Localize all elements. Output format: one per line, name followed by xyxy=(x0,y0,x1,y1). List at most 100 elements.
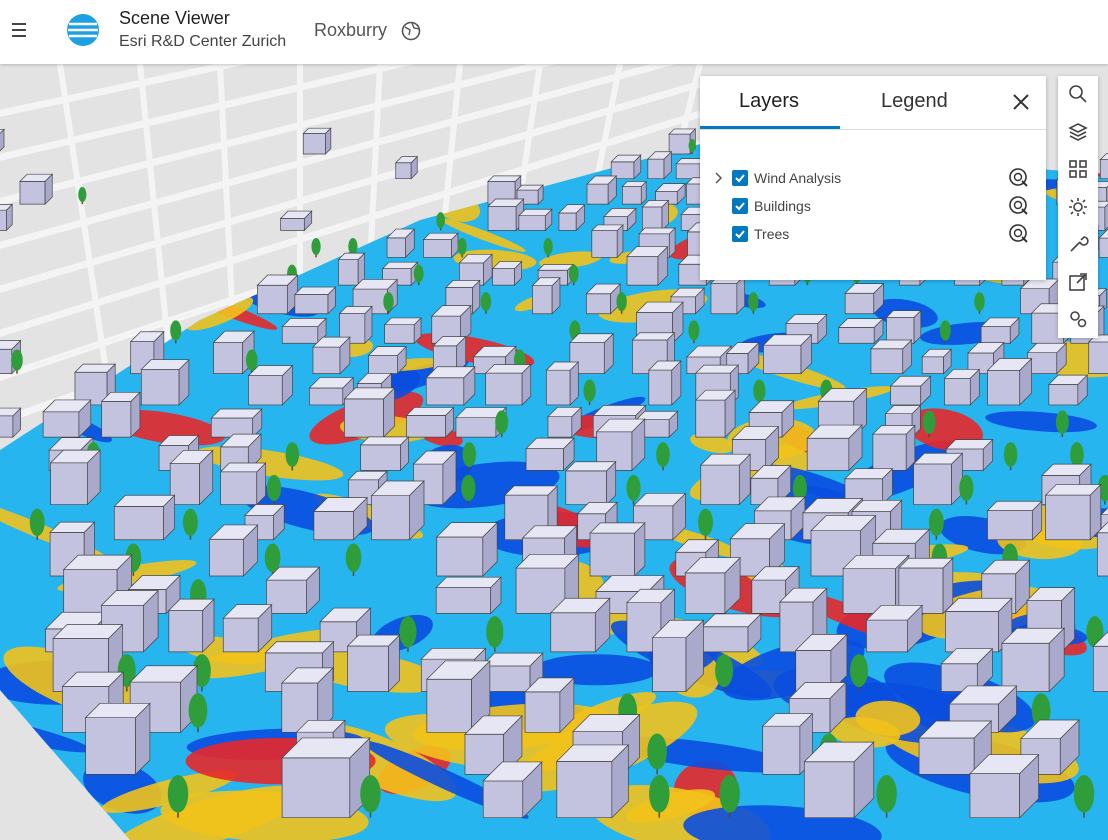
tool-button[interactable] xyxy=(1067,158,1089,180)
building-roof xyxy=(885,310,922,318)
building xyxy=(898,557,954,615)
building-front xyxy=(313,510,354,541)
building-roof xyxy=(943,368,981,379)
building-roof xyxy=(986,500,1043,511)
building-front xyxy=(987,510,1033,541)
building xyxy=(435,576,502,615)
building xyxy=(684,556,741,615)
building-roof xyxy=(62,554,133,570)
layer-checkbox[interactable] xyxy=(732,198,748,214)
layer-zoom-icon[interactable] xyxy=(1007,166,1029,188)
building-roof xyxy=(817,388,868,402)
building xyxy=(944,597,1013,653)
building-roof xyxy=(967,342,1005,354)
building xyxy=(422,232,459,259)
building xyxy=(1048,374,1089,406)
close-button[interactable] xyxy=(1011,92,1031,112)
tab-separator xyxy=(700,129,1046,130)
building-roof xyxy=(338,306,373,314)
building-roof xyxy=(1098,229,1108,239)
tree-crown xyxy=(245,349,258,371)
building-roof xyxy=(621,181,648,187)
tree xyxy=(311,238,321,258)
building xyxy=(921,348,952,375)
tree-crown xyxy=(436,212,445,229)
layer-zoom-icon[interactable] xyxy=(1007,194,1029,216)
building-roof xyxy=(865,604,923,621)
tree xyxy=(413,264,424,286)
building xyxy=(294,286,337,315)
tree-crown xyxy=(922,410,936,434)
building-roof xyxy=(842,554,910,570)
building-roof xyxy=(482,761,543,782)
tree-crown xyxy=(11,349,23,371)
building xyxy=(49,449,101,506)
building-roof xyxy=(295,720,346,733)
building-roof xyxy=(695,364,740,374)
building-front xyxy=(209,538,244,577)
building-front xyxy=(113,506,164,541)
building-roof xyxy=(635,410,679,420)
building xyxy=(337,252,366,286)
building xyxy=(343,387,396,439)
tree xyxy=(29,508,45,540)
building-front xyxy=(1098,237,1108,258)
tree-crown xyxy=(1073,775,1095,813)
building-roof xyxy=(945,439,994,450)
building xyxy=(265,566,321,615)
building-roof xyxy=(487,198,525,207)
layers-tab[interactable]: Layers xyxy=(739,90,800,112)
tree xyxy=(486,616,504,652)
building-front xyxy=(168,610,204,653)
building-front xyxy=(890,385,922,406)
tree-crown xyxy=(939,320,951,341)
building xyxy=(969,753,1040,819)
building-roof xyxy=(701,613,762,628)
tool-button[interactable] xyxy=(1067,308,1089,330)
building-roof xyxy=(870,339,913,350)
building-front xyxy=(806,437,850,471)
building xyxy=(545,361,580,406)
scene-map[interactable] xyxy=(0,64,1108,840)
tool-button[interactable] xyxy=(1067,121,1089,143)
building-roof xyxy=(280,667,334,684)
tree-crown xyxy=(413,264,424,283)
expand-chevron[interactable] xyxy=(714,172,724,184)
building xyxy=(169,449,214,506)
tool-button[interactable] xyxy=(1067,233,1089,255)
building xyxy=(837,317,884,345)
building xyxy=(547,406,583,439)
layer-zoom-icon[interactable] xyxy=(1007,222,1029,244)
building-roof xyxy=(635,301,684,313)
building xyxy=(313,496,368,541)
building-roof xyxy=(668,128,697,135)
tree-crown xyxy=(1003,442,1018,467)
building-roof xyxy=(455,407,507,419)
building xyxy=(1026,342,1068,375)
tree-crown xyxy=(266,474,282,501)
building-roof xyxy=(725,342,760,354)
building-front xyxy=(0,209,7,231)
building xyxy=(425,365,476,406)
scene-info-icon[interactable] xyxy=(400,20,422,42)
building-roof xyxy=(626,246,669,257)
tool-button[interactable] xyxy=(1067,196,1089,218)
tool-button[interactable] xyxy=(1067,271,1089,293)
building xyxy=(844,282,885,315)
building xyxy=(794,633,848,693)
tool-button[interactable] xyxy=(1067,83,1089,105)
tree-crown xyxy=(656,442,670,467)
tab-underline xyxy=(700,126,840,129)
building xyxy=(370,480,425,541)
building xyxy=(247,364,294,406)
layer-checkbox[interactable] xyxy=(732,170,748,186)
building-front xyxy=(344,398,384,438)
building-roof xyxy=(312,336,351,348)
legend-tab[interactable]: Legend xyxy=(881,90,948,112)
layer-checkbox[interactable] xyxy=(732,226,748,242)
building-roof xyxy=(394,156,419,164)
building-roof xyxy=(0,128,5,134)
building-roof xyxy=(631,332,676,341)
menu-button[interactable] xyxy=(6,20,36,40)
tree-crown xyxy=(182,508,198,537)
